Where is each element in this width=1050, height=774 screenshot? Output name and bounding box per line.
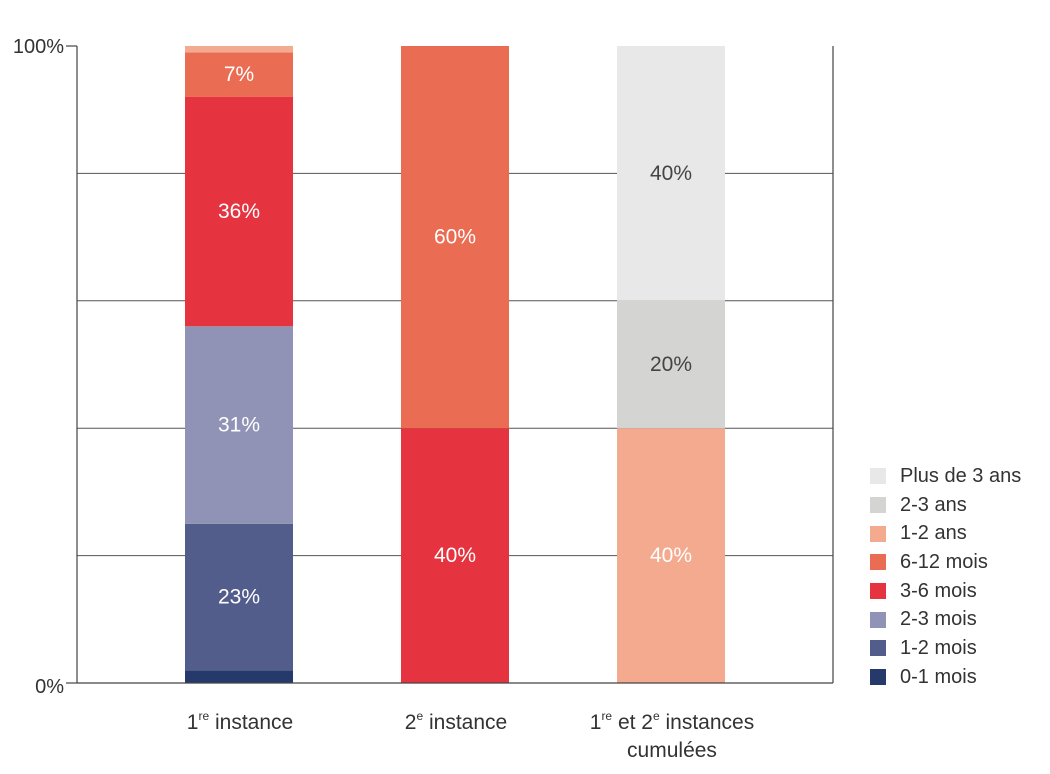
- bar-value-label: 20%: [650, 353, 692, 376]
- bar-segment: [401, 46, 509, 429]
- x-label-text: instances: [659, 711, 755, 734]
- bar-value-label: 40%: [650, 162, 692, 185]
- bar-segment: [185, 52, 293, 97]
- bar-segment: [185, 326, 293, 524]
- legend-label: 2-3 ans: [900, 493, 967, 516]
- bar-segment: [617, 428, 725, 683]
- legend-swatch: [870, 669, 886, 686]
- legend-swatch: [870, 611, 886, 628]
- bar-value-label: 31%: [218, 414, 260, 437]
- x-label-text: 2: [404, 711, 417, 734]
- bar-value-label: 40%: [650, 544, 692, 567]
- bar-segment: [185, 96, 293, 327]
- x-label-superscript: e: [416, 709, 424, 723]
- bar-segment: [617, 46, 725, 301]
- y-tick-label-top: 100%: [13, 36, 64, 58]
- y-tick-label-bottom: 0%: [35, 676, 64, 698]
- legend-swatch: [870, 525, 886, 542]
- x-label-text: 1: [589, 711, 602, 734]
- bar-segment: [185, 670, 293, 683]
- x-category-label-2: 2e instance: [356, 709, 556, 737]
- bar-value-label: 36%: [218, 200, 260, 223]
- bar-value-label: 40%: [434, 544, 476, 567]
- bar-value-label: 7%: [224, 63, 254, 86]
- legend-label: 3-6 mois: [900, 579, 977, 602]
- legend-item: 3-6 mois: [870, 577, 1050, 606]
- data-labels: 23% 31% 36% 40% 7% 60% 40% 20% 40%: [218, 63, 692, 608]
- x-label-text: instance: [209, 711, 294, 734]
- bar-segment: [401, 428, 509, 683]
- x-label-superscript: re: [198, 709, 210, 723]
- bar-segment: [185, 523, 293, 671]
- legend-label: 0-1 mois: [900, 665, 977, 688]
- x-label-superscript: e: [652, 709, 660, 723]
- legend-swatch: [870, 583, 886, 600]
- legend-item: 2-3 ans: [870, 491, 1050, 520]
- x-label-text: 1: [186, 711, 199, 734]
- legend-item: 1-2 mois: [870, 634, 1050, 663]
- bar-value-label: 60%: [434, 226, 476, 249]
- legend-swatch: [870, 554, 886, 571]
- legend-label: Plus de 3 ans: [900, 464, 1022, 487]
- legend-item: 6-12 mois: [870, 548, 1050, 577]
- legend-item: 2-3 mois: [870, 605, 1050, 634]
- legend-swatch: [870, 640, 886, 657]
- x-category-label-1: 1re instance: [140, 709, 340, 737]
- legend-swatch: [870, 468, 886, 485]
- x-label-text: et 2: [612, 711, 653, 734]
- bar-segment: [617, 300, 725, 429]
- legend-label: 2-3 mois: [900, 608, 977, 631]
- legend-item: 0-1 mois: [870, 663, 1050, 692]
- x-label-text: cumulées: [627, 739, 717, 762]
- legend-item: 1-2 ans: [870, 519, 1050, 548]
- x-label-superscript: re: [601, 709, 613, 723]
- legend-label: 1-2 ans: [900, 522, 967, 545]
- legend: Plus de 3 ans 2-3 ans 1-2 ans 6-12 mois 3-6 …: [870, 462, 1050, 692]
- bar-value-label: 23%: [218, 586, 260, 609]
- bars: [185, 46, 725, 683]
- legend-label: 1-2 mois: [900, 636, 977, 659]
- legend-label: 6-12 mois: [900, 550, 988, 573]
- x-category-label-3: 1re et 2e instances cumulées: [562, 709, 782, 765]
- axes: [66, 45, 834, 684]
- x-label-text: instance: [423, 711, 508, 734]
- bar-segment: [185, 46, 293, 53]
- legend-swatch: [870, 497, 886, 514]
- legend-item: Plus de 3 ans: [870, 462, 1050, 491]
